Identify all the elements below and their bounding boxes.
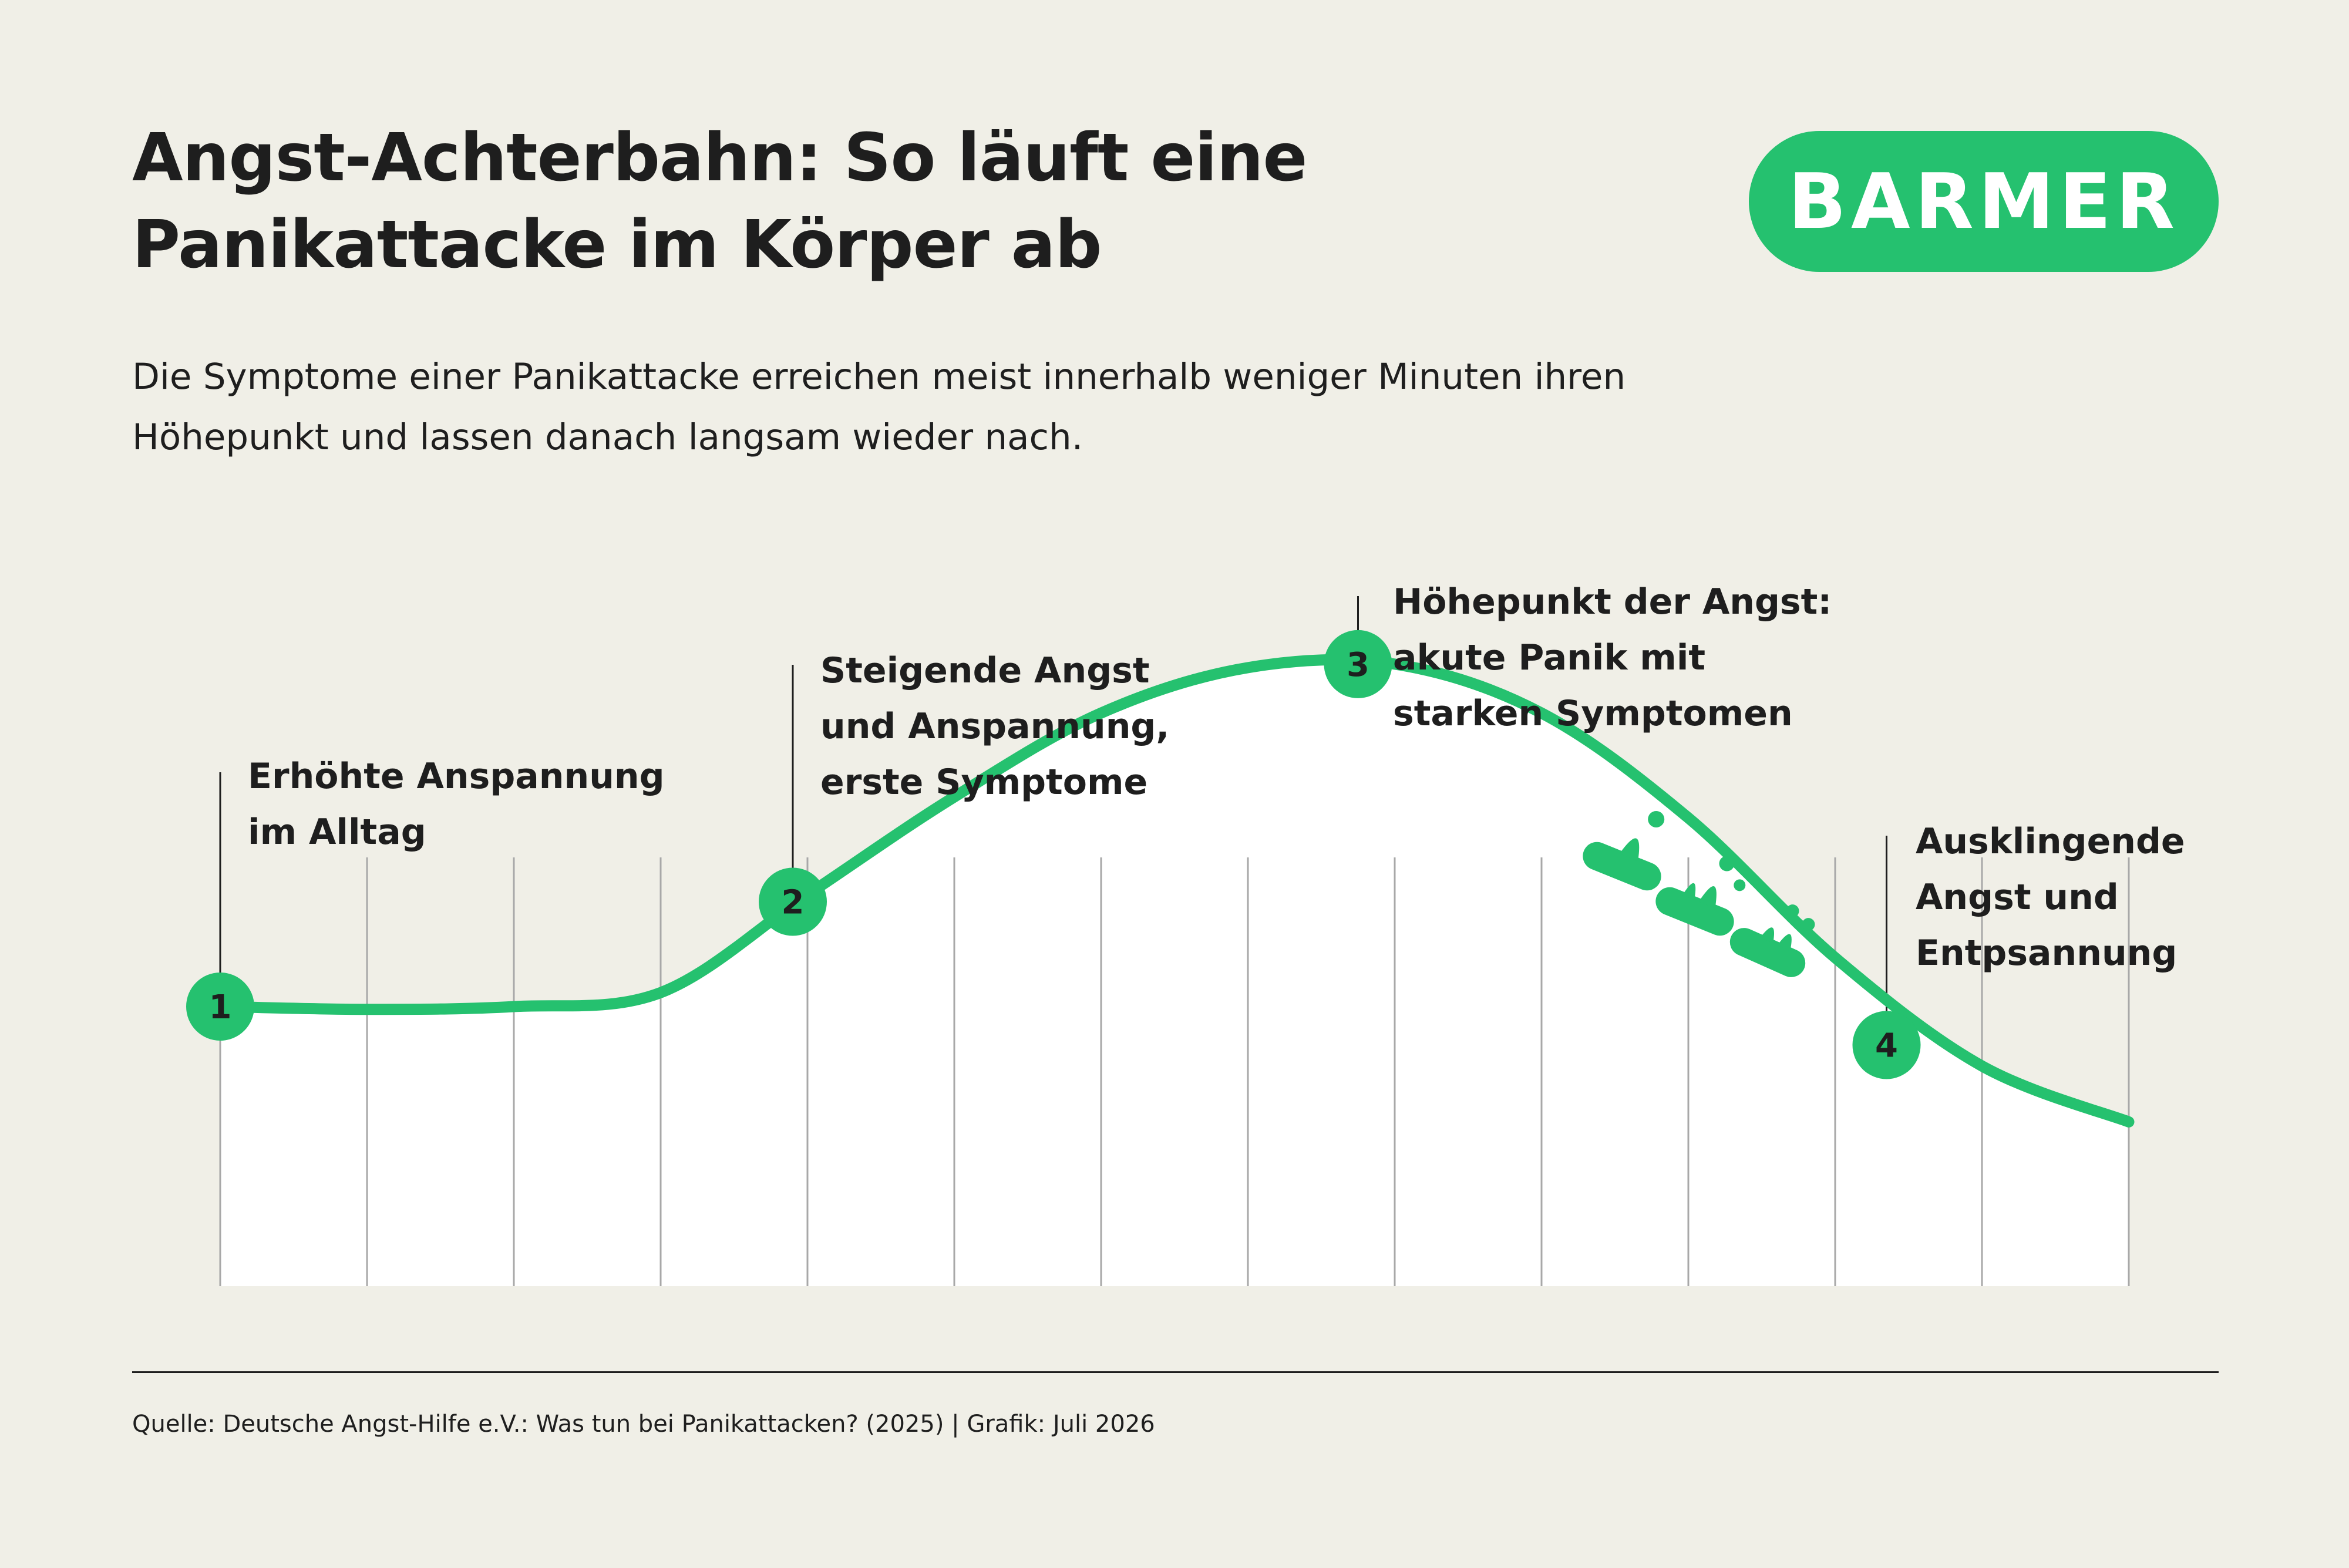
marker-label-4: Angst und xyxy=(1916,877,2119,918)
chart-title: Angst-Achterbahn: So läuft eine Panikatt… xyxy=(132,115,1307,288)
marker-label-3: Höhepunkt der Angst: xyxy=(1393,581,1832,623)
marker-label-2: Steigende Angst xyxy=(820,650,1150,691)
marker-label-4: Entpsannung xyxy=(1916,933,2177,974)
marker-label-3: akute Panik mit xyxy=(1393,637,1705,678)
marker-label-3: starken Symptomen xyxy=(1393,693,1793,734)
marker-number-4: 4 xyxy=(1875,1027,1898,1065)
marker-number-3: 3 xyxy=(1347,646,1369,684)
chart-subtitle-line: Höhepunkt und lassen danach langsam wied… xyxy=(132,416,1083,458)
marker-label-2: erste Symptome xyxy=(820,762,1147,803)
curve-area-fill xyxy=(220,659,2129,1286)
marker-label-1: im Alltag xyxy=(248,812,426,853)
rollercoaster-cars-icon xyxy=(1583,810,1815,977)
barmer-logo: BARMER xyxy=(1749,131,2219,272)
marker-number-1: 1 xyxy=(209,988,232,1027)
marker-circle-2 xyxy=(759,867,827,936)
chart-title-line: Panikattacke im Körper ab xyxy=(132,207,1102,283)
footer-rule xyxy=(132,1371,2219,1373)
curve-markers: 1 Erhöhte Anspannung im Alltag 2 Steigende A… xyxy=(186,581,2185,1079)
chart-subtitle-line: Die Symptome einer Panikattacke erreiche… xyxy=(132,356,1626,398)
marker-label-1: Erhöhte Anspannung xyxy=(248,756,665,797)
chart-subtitle: Die Symptome einer Panikattacke erreiche… xyxy=(132,346,1626,467)
chart-title-line: Angst-Achterbahn: So läuft eine xyxy=(132,120,1307,196)
source-note: Quelle: Deutsche Angst-Hilfe e.V.: Was t… xyxy=(132,1411,1155,1438)
marker-circle-3 xyxy=(1324,630,1392,698)
marker-label-4: Ausklingende xyxy=(1916,821,2185,862)
curve-line xyxy=(214,654,2135,1128)
marker-circle-4 xyxy=(1852,1011,1921,1079)
marker-label-2: und Anspannung, xyxy=(820,706,1169,747)
marker-circle-1 xyxy=(186,973,254,1041)
marker-number-2: 2 xyxy=(782,884,805,922)
